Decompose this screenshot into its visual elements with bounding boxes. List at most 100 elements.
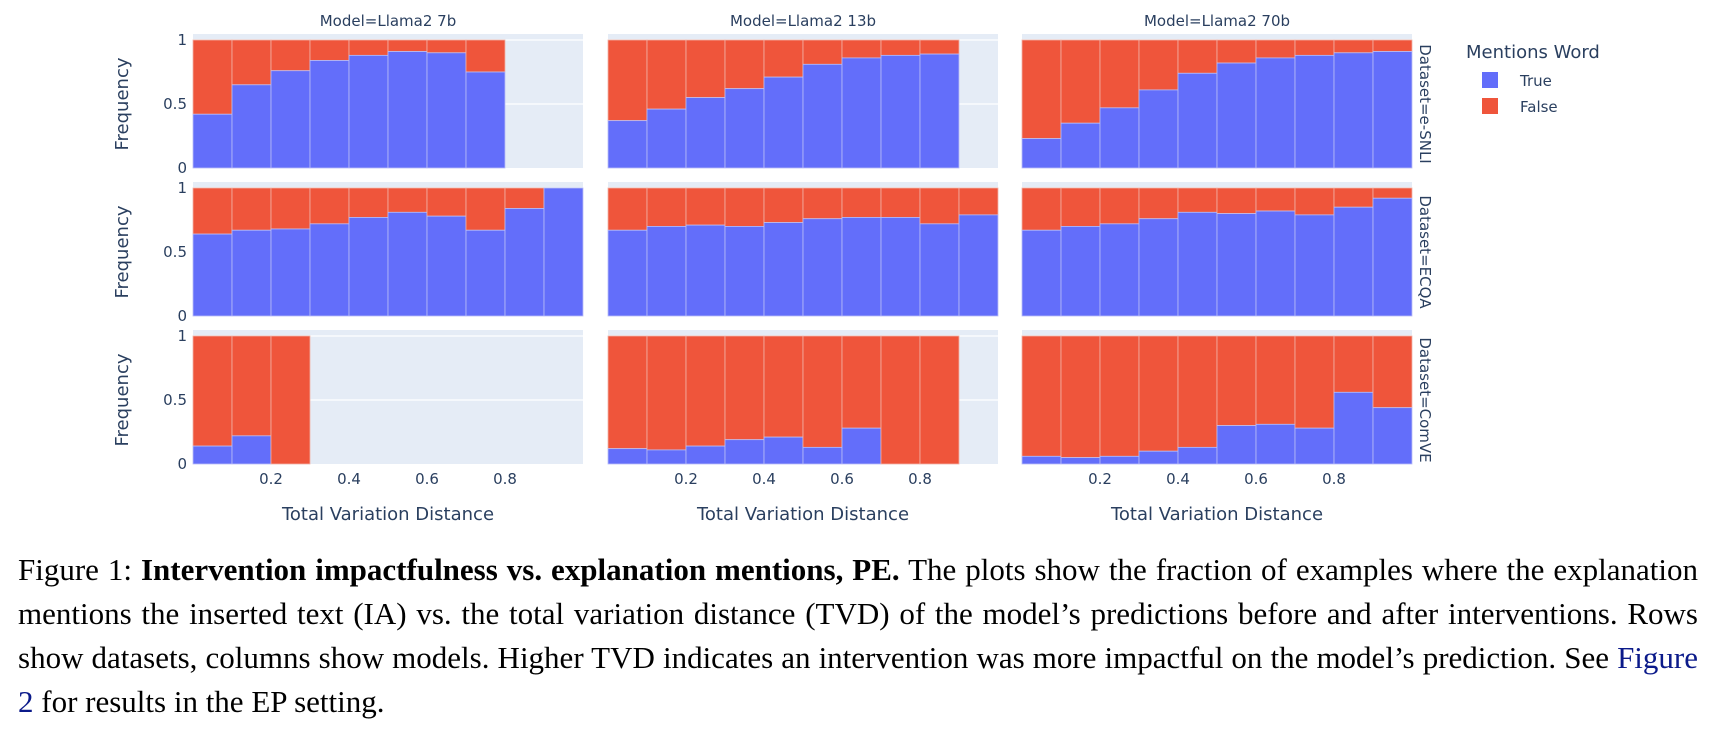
bar-false <box>270 187 311 230</box>
bar-true <box>1333 391 1374 465</box>
figure-2-link[interactable]: Figure 2 <box>18 640 1698 719</box>
bar-true <box>1255 57 1296 169</box>
bar-false <box>880 187 921 218</box>
bar-true <box>685 97 726 169</box>
bar-true <box>802 63 843 169</box>
bar-false <box>1294 187 1335 216</box>
bar-true <box>1021 138 1062 169</box>
bar-true <box>607 448 648 465</box>
y-tick-label: 0 <box>177 307 187 325</box>
y-axis-title: Frequency <box>112 353 133 446</box>
bar-false <box>387 187 428 213</box>
bar-true <box>1216 425 1257 465</box>
bar-true <box>1372 51 1413 169</box>
bar-false <box>348 39 389 56</box>
bar-false <box>270 335 311 465</box>
bar-false <box>607 187 648 231</box>
bar-true <box>348 54 389 169</box>
legend-label: True <box>1519 72 1552 90</box>
bar-false <box>270 39 311 72</box>
bar-false <box>763 335 804 438</box>
bar-true <box>802 218 843 317</box>
bar-false <box>802 39 843 65</box>
bar-true <box>1021 229 1062 317</box>
bar-true <box>685 445 726 465</box>
bar-true <box>685 224 726 317</box>
bar-false <box>1138 39 1179 91</box>
y-tick-label: 0.5 <box>163 243 187 261</box>
y-axis-title: Frequency <box>112 57 133 150</box>
bar-false <box>231 39 272 86</box>
bar-true <box>1255 423 1296 465</box>
bar-true <box>763 436 804 465</box>
bar-true <box>1177 211 1218 317</box>
bar-false <box>1099 335 1140 457</box>
bar-false <box>763 39 804 78</box>
bar-false <box>880 335 921 465</box>
bar-true <box>880 217 921 317</box>
bar-false <box>841 187 882 218</box>
bar-true <box>1099 455 1140 465</box>
bar-true <box>919 223 960 317</box>
bar-true <box>841 427 882 465</box>
legend-title: Mentions Word <box>1466 42 1600 63</box>
bar-false <box>1177 335 1218 448</box>
bar-true <box>1099 107 1140 169</box>
bar-false <box>724 39 765 90</box>
bar-false <box>465 187 506 231</box>
bar-true <box>841 217 882 317</box>
bar-true <box>426 215 467 317</box>
row-title: Dataset=e-SNLI <box>1416 44 1434 163</box>
x-tick-label: 0.6 <box>415 470 439 488</box>
bar-false <box>1060 187 1101 227</box>
bar-true <box>1294 427 1335 465</box>
bar-true <box>1060 225 1101 317</box>
bar-true <box>465 229 506 317</box>
y-tick-label: 1 <box>177 327 187 345</box>
bar-false <box>192 335 233 447</box>
bar-false <box>958 187 999 216</box>
bar-false <box>192 39 233 115</box>
legend-swatch <box>1482 72 1498 88</box>
x-tick-label: 0.4 <box>752 470 776 488</box>
bar-false <box>646 187 687 227</box>
bar-true <box>1021 455 1062 465</box>
bar-true <box>1138 89 1179 169</box>
bar-false <box>1372 335 1413 409</box>
bar-false <box>1138 335 1179 452</box>
bar-true <box>426 52 467 169</box>
caption-text: The plots show the fraction of examples … <box>18 552 1698 675</box>
x-tick-label: 0.2 <box>674 470 698 488</box>
bar-false <box>685 335 726 447</box>
y-tick-label: 0 <box>177 455 187 473</box>
bar-true <box>1177 72 1218 169</box>
bar-false <box>1372 39 1413 52</box>
bar-false <box>1294 39 1335 56</box>
bar-false <box>919 187 960 225</box>
caption-bold-title: Intervention impactfulness vs. explanati… <box>140 552 900 587</box>
x-axis-title: Total Variation Distance <box>1110 504 1323 525</box>
caption-label: Figure 1: <box>18 552 141 587</box>
bar-true <box>1138 218 1179 317</box>
x-tick-label: 0.6 <box>1244 470 1268 488</box>
y-tick-label: 0.5 <box>163 95 187 113</box>
x-tick-label: 0.4 <box>337 470 361 488</box>
bar-false <box>309 187 350 225</box>
figure-caption: Figure 1: Intervention impactfulness vs.… <box>18 548 1698 724</box>
bar-true <box>192 445 233 465</box>
bar-true <box>1060 122 1101 169</box>
x-axis-title: Total Variation Distance <box>281 504 494 525</box>
bar-true <box>919 53 960 169</box>
bar-true <box>607 229 648 317</box>
bar-true <box>607 120 648 169</box>
bar-true <box>1294 54 1335 169</box>
x-tick-label: 0.2 <box>1088 470 1112 488</box>
bar-true <box>724 439 765 465</box>
x-axis-title: Total Variation Distance <box>696 504 909 525</box>
bar-true <box>1294 214 1335 317</box>
bar-true <box>1138 450 1179 465</box>
bar-false <box>1021 187 1062 231</box>
bar-false <box>1255 187 1296 212</box>
bar-false <box>1255 335 1296 425</box>
bar-true <box>231 84 272 169</box>
